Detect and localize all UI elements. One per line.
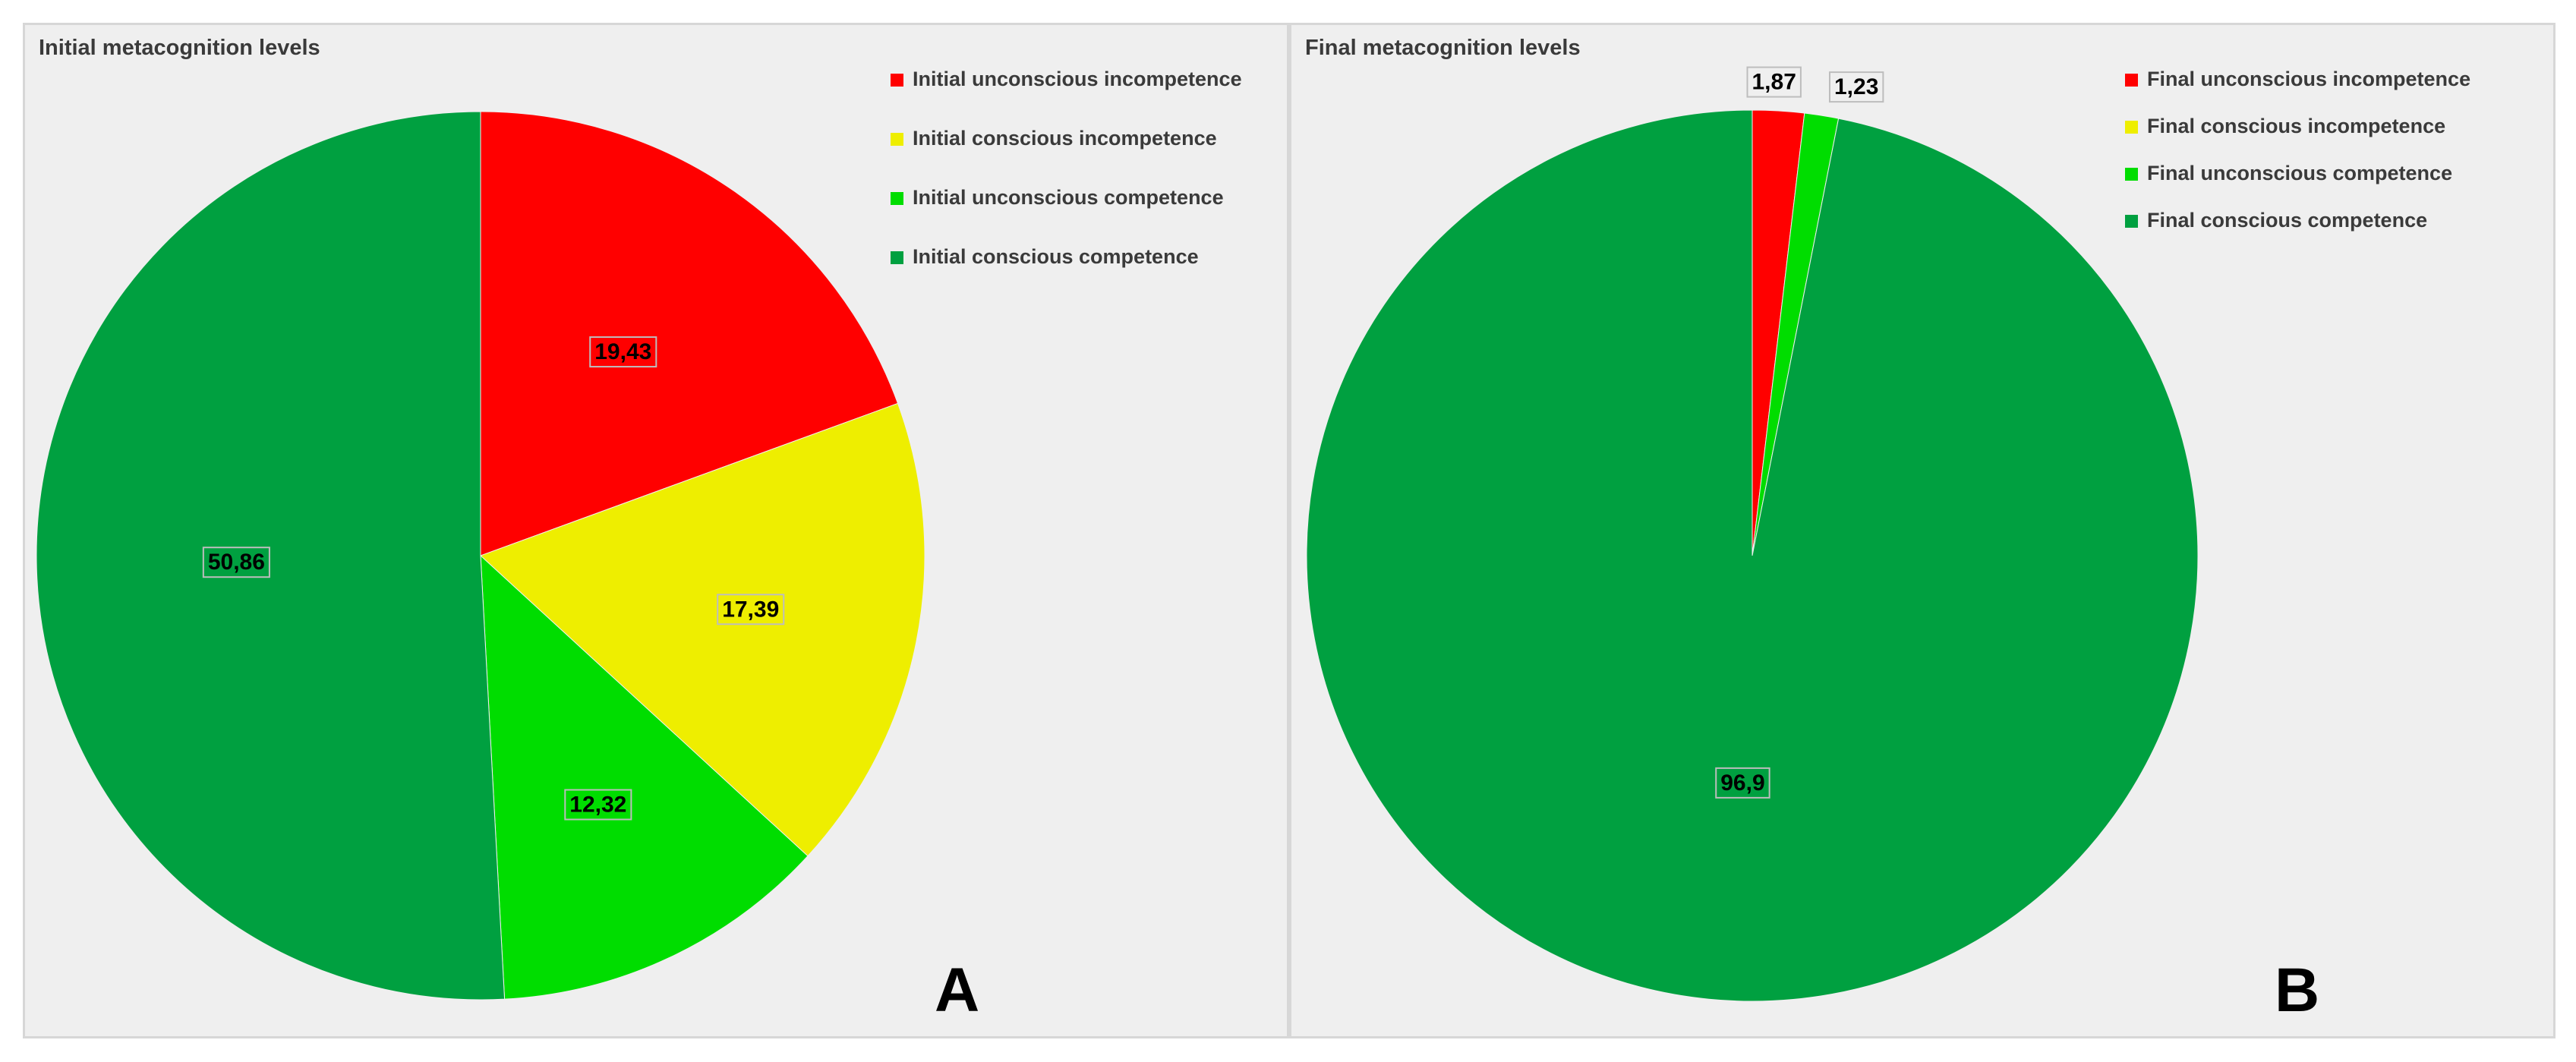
data-label: 12,32 (564, 789, 632, 821)
pie-chart: 1,87 1,23 96,9 (1306, 66, 2199, 1002)
legend-label: Final unconscious competence (2147, 162, 2453, 184)
legend-item: Initial unconscious competence (891, 186, 1224, 210)
data-label: 17,39 (717, 594, 785, 626)
pie-slice (36, 111, 506, 1001)
data-label: 19,43 (589, 336, 657, 368)
legend-item: Final unconscious incompetence (2125, 68, 2470, 91)
legend-swatch (2125, 74, 2138, 87)
data-label-box (564, 789, 632, 821)
data-label: 1,87 (1746, 66, 1802, 98)
pie-slice (1306, 109, 2199, 1002)
chart-title: Initial metacognition levels (39, 36, 320, 60)
data-label-text: 19,43 (594, 339, 651, 364)
data-label-box (589, 336, 657, 368)
legend-label: Initial conscious competence (913, 245, 1199, 268)
pie-chart: 19,43 17,39 12,32 50,86 (36, 111, 925, 1001)
pie-slice (480, 402, 925, 857)
legend-label: Initial conscious incompetence (913, 127, 1217, 150)
panel-letter: B (2275, 956, 2320, 1025)
legend-item: Final conscious incompetence (2125, 115, 2445, 138)
legend-item: Final conscious competence (2125, 209, 2427, 232)
data-label-text: 1,87 (1752, 70, 1796, 95)
legend-item: Initial conscious incompetence (891, 127, 1217, 150)
legend-swatch (2125, 168, 2138, 181)
legend-swatch (2125, 215, 2138, 228)
legend-item: Initial unconscious incompetence (891, 68, 1242, 91)
legend-label: Final conscious competence (2147, 209, 2428, 232)
chart-panel-b: Final metacognition levels 1,87 1,23 96,9 … (1289, 23, 2556, 1038)
data-label-text: 50,86 (208, 550, 265, 575)
pie-slice (480, 554, 809, 1000)
data-label: 50,86 (202, 547, 270, 578)
pie-slice (480, 111, 899, 556)
data-label-text: 12,32 (569, 792, 626, 817)
data-label-box (1715, 767, 1770, 799)
legend-label: Initial unconscious competence (913, 186, 1224, 209)
legend-swatch (2125, 121, 2138, 134)
data-label-box (717, 594, 785, 626)
legend-label: Final conscious incompetence (2147, 115, 2446, 137)
data-label-text: 1,23 (1834, 74, 1878, 99)
legend-swatch (891, 192, 903, 205)
data-label-text: 17,39 (722, 597, 779, 622)
legend-item: Final unconscious competence (2125, 162, 2452, 185)
legend-swatch (891, 251, 903, 264)
data-label: 1,23 (1828, 71, 1884, 103)
chart-title: Final metacognition levels (1305, 36, 1581, 60)
legend-swatch (891, 133, 903, 146)
chart-panel-a: Initial metacognition levels 19,43 17,39 1… (23, 23, 1289, 1038)
data-label: 96,9 (1715, 767, 1770, 799)
legend-swatch (891, 74, 903, 87)
data-label-box (1746, 66, 1802, 98)
data-label-box (1828, 71, 1884, 103)
legend-item: Initial conscious competence (891, 245, 1199, 269)
data-label-text: 96,9 (1720, 771, 1764, 796)
legend-label: Initial unconscious incompetence (913, 68, 1242, 90)
panel-letter: A (935, 956, 980, 1025)
data-label-box (202, 547, 270, 578)
legend-label: Final unconscious incompetence (2147, 68, 2471, 90)
